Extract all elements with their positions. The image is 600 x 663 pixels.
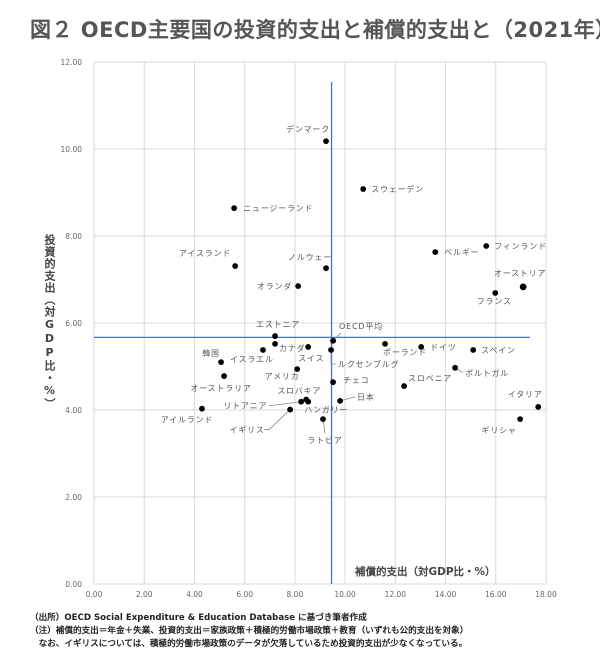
data-point — [519, 283, 527, 291]
data-point — [221, 373, 227, 379]
point-label: 韓国 — [202, 348, 220, 358]
y-axis-label: 投資的支出（対GDP比・%） — [43, 234, 56, 410]
data-point — [432, 249, 439, 255]
x-tick-label: 12.00 — [385, 590, 407, 599]
point-label: カナダ — [279, 343, 305, 353]
y-tick-label: 12.00 — [61, 58, 83, 67]
x-tick-label: 8.00 — [287, 590, 304, 599]
point-label: 日本 — [357, 392, 375, 402]
y-tick-label: 8.00 — [65, 232, 82, 241]
point-label: スロバキア — [277, 387, 321, 396]
data-point — [328, 347, 334, 353]
chart-title: 図２ OECD主要国の投資的支出と補償的支出と（2021年） — [30, 18, 600, 42]
data-point — [401, 383, 408, 389]
point-label: ラトビア — [307, 436, 342, 445]
point-label: スイス — [298, 354, 324, 363]
data-point — [260, 347, 266, 353]
data-point — [337, 397, 343, 404]
notes: （出所）OECD Social Expenditure & Education … — [30, 612, 468, 651]
point-label: ノルウェー — [288, 253, 332, 262]
y-tick-label: 2.00 — [65, 493, 82, 502]
data-point — [320, 416, 326, 423]
data-point — [323, 265, 329, 272]
data-point — [483, 243, 490, 249]
point-label: ルクセンブルグ — [338, 359, 399, 369]
point-label: イスラエル — [230, 355, 274, 364]
data-point — [232, 263, 239, 269]
data-point — [452, 364, 458, 371]
point-label: オランダ — [257, 281, 292, 291]
data-point — [330, 379, 336, 386]
x-tick-label: 6.00 — [236, 590, 253, 599]
data-point — [330, 337, 336, 344]
data-point — [231, 205, 238, 212]
data-point — [287, 406, 294, 413]
x-tick-label: 10.00 — [334, 590, 356, 599]
x-tick-label: 16.00 — [485, 590, 507, 599]
note-1: （注）補償的支出＝年金＋失業、投資的支出＝家族政策＋積極的労働市場政策＋教育（い… — [30, 626, 469, 636]
note-2: なお、イギリスについては、積極的労働市場政策のデータが欠落しているため投資的支出… — [30, 639, 468, 649]
point-label: オーストリア — [494, 269, 546, 278]
y-tick-label: 4.00 — [65, 406, 82, 415]
x-tick-label: 2.00 — [136, 590, 153, 599]
data-point — [382, 340, 388, 347]
data-point — [535, 404, 542, 410]
point-label: ニュージーランド — [243, 204, 313, 213]
point-label: オーストラリア — [190, 384, 251, 393]
data-point — [470, 347, 477, 353]
data-point — [199, 405, 205, 412]
point-label: イギリス — [230, 426, 265, 435]
data-point — [298, 398, 305, 405]
point-label: イタリア — [508, 390, 543, 399]
data-point — [218, 359, 224, 366]
point-label: フランス — [477, 297, 512, 306]
data-point — [305, 344, 312, 350]
point-label: スペイン — [481, 346, 516, 355]
point-label: ギリシャ — [482, 426, 517, 435]
x-axis-label: 補償的支出（対GDP比・%） — [354, 565, 496, 578]
data-point — [418, 344, 425, 350]
data-point — [305, 398, 312, 405]
y-tick-label: 6.00 — [65, 319, 82, 328]
point-label: フィンランド — [494, 242, 547, 251]
point-label: アメリカ — [265, 372, 300, 381]
data-point — [272, 340, 278, 347]
point-label: ポルトガル — [465, 368, 509, 378]
point-label: ハンガリー — [304, 405, 348, 415]
y-tick-label: 0.00 — [65, 580, 82, 589]
point-label: スウェーデン — [371, 184, 424, 194]
data-point — [272, 333, 278, 339]
point-label: デンマーク — [286, 124, 330, 134]
leader-line — [269, 401, 302, 407]
point-label: エストニア — [256, 320, 300, 329]
point-label: リトアニア — [223, 402, 267, 411]
data-point — [517, 416, 524, 423]
source-note: （出所）OECD Social Expenditure & Education … — [30, 613, 367, 623]
data-point — [294, 366, 301, 373]
data-point — [323, 138, 329, 145]
data-point — [295, 283, 302, 289]
point-label: OECD平均 — [339, 321, 383, 331]
leader-line — [330, 352, 337, 365]
leader-line — [264, 409, 291, 430]
point-label: アイルランド — [161, 416, 213, 425]
data-point — [492, 290, 499, 296]
x-tick-label: 14.00 — [435, 590, 457, 599]
point-label: スロベニア — [408, 374, 452, 383]
point-label: ドイツ — [430, 343, 456, 352]
point-label: アイスランド — [179, 249, 231, 258]
y-tick-label: 10.00 — [61, 145, 83, 154]
x-tick-label: 4.00 — [186, 590, 203, 599]
point-label: ポーランド — [383, 348, 427, 357]
point-label: ベルギー — [444, 248, 479, 257]
x-tick-label: 0.00 — [86, 590, 103, 599]
data-point — [360, 186, 367, 192]
point-label: チェコ — [343, 376, 369, 385]
x-tick-label: 18.00 — [535, 590, 557, 599]
